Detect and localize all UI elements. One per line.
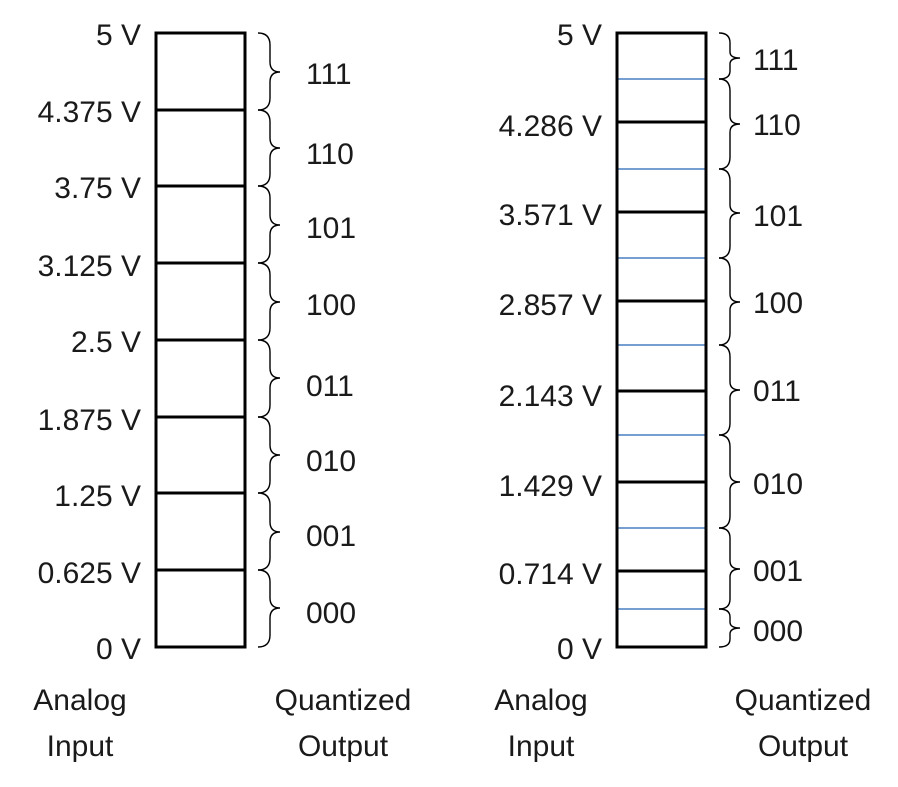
left-label-2-5v: 2.5 V <box>71 326 141 359</box>
right-code-111: 111 <box>753 44 799 77</box>
left-code-110: 110 <box>306 138 354 171</box>
right-midpoint-lines <box>618 78 706 610</box>
right-label-2-857v: 2.857 V <box>499 289 602 322</box>
right-code-000: 000 <box>753 615 803 648</box>
left-code-101: 101 <box>306 212 356 245</box>
right-brace-011 <box>718 344 741 436</box>
right-label-5v: 5 V <box>557 19 602 52</box>
left-brace-010 <box>257 416 281 494</box>
left-brace-111 <box>257 32 281 111</box>
left-brace-110 <box>257 109 281 187</box>
right-brace-101 <box>718 168 741 259</box>
left-level-dividers <box>156 108 245 572</box>
left-analog-caption-line1: Analog <box>33 684 126 717</box>
right-level-column <box>615 31 708 649</box>
left-brace-011 <box>257 339 281 418</box>
left-code-111: 111 <box>306 58 352 91</box>
left-quantized-caption-line1: Quantized <box>275 684 412 717</box>
right-code-101: 101 <box>753 200 803 233</box>
right-label-4-286v: 4.286 V <box>499 110 602 143</box>
right-analog-caption-line2: Input <box>508 730 575 763</box>
right-label-0-714v: 0.714 V <box>499 558 602 591</box>
right-code-001: 001 <box>753 555 803 588</box>
left-label-4-375v: 4.375 V <box>38 96 141 129</box>
left-label-0v: 0 V <box>96 633 141 666</box>
left-label-0-625v: 0.625 V <box>38 557 141 590</box>
right-code-010: 010 <box>753 468 803 501</box>
left-input-labels: 5 V 4.375 V 3.75 V 3.125 V 2.5 V 1.875 V… <box>38 19 141 666</box>
right-brace-111 <box>718 32 741 80</box>
right-code-110: 110 <box>753 109 801 142</box>
left-brace-101 <box>257 185 281 264</box>
right-brace-001 <box>718 527 741 610</box>
right-brace-000 <box>718 608 741 648</box>
left-label-3-125v: 3.125 V <box>38 250 141 283</box>
right-quantized-caption-line1: Quantized <box>735 684 872 717</box>
right-label-2-143v: 2.143 V <box>499 380 602 413</box>
left-label-1-25v: 1.25 V <box>54 480 141 513</box>
right-output-codes: 111 110 101 100 011 010 001 000 <box>753 44 803 648</box>
right-brace-110 <box>718 78 741 170</box>
right-braces <box>718 32 741 648</box>
right-quantized-caption-line2: Output <box>758 730 849 763</box>
left-captions: Analog Input Quantized Output <box>33 684 411 763</box>
right-level-dividers <box>617 120 706 573</box>
right-brace-100 <box>718 257 741 346</box>
left-code-010: 010 <box>306 445 356 478</box>
right-code-100: 100 <box>753 287 803 320</box>
right-input-labels: 5 V 4.286 V 3.571 V 2.857 V 2.143 V 1.42… <box>499 19 602 666</box>
left-output-codes: 111 110 101 100 011 010 001 000 <box>306 58 356 630</box>
left-code-001: 001 <box>306 520 356 553</box>
left-code-100: 100 <box>306 289 356 322</box>
right-code-011: 011 <box>753 375 801 408</box>
left-code-011: 011 <box>306 370 354 403</box>
right-brace-010 <box>718 434 741 529</box>
left-label-3-75v: 3.75 V <box>54 172 141 205</box>
left-quantizer: 5 V 4.375 V 3.75 V 3.125 V 2.5 V 1.875 V… <box>33 19 411 763</box>
left-braces <box>257 32 281 648</box>
right-quantizer: 5 V 4.286 V 3.571 V 2.857 V 2.143 V 1.42… <box>494 19 871 763</box>
left-quantized-caption-line2: Output <box>298 730 389 763</box>
right-captions: Analog Input Quantized Output <box>494 684 871 763</box>
right-label-3-571v: 3.571 V <box>499 199 602 232</box>
right-analog-caption-line1: Analog <box>494 684 587 717</box>
left-brace-001 <box>257 492 281 571</box>
left-analog-caption-line2: Input <box>47 730 114 763</box>
right-label-1-429v: 1.429 V <box>499 470 602 503</box>
left-brace-100 <box>257 262 281 341</box>
left-brace-000 <box>257 569 281 648</box>
right-label-0v: 0 V <box>557 633 602 666</box>
left-label-5v: 5 V <box>96 19 141 52</box>
left-label-1-875v: 1.875 V <box>38 404 141 437</box>
left-code-000: 000 <box>306 597 356 630</box>
